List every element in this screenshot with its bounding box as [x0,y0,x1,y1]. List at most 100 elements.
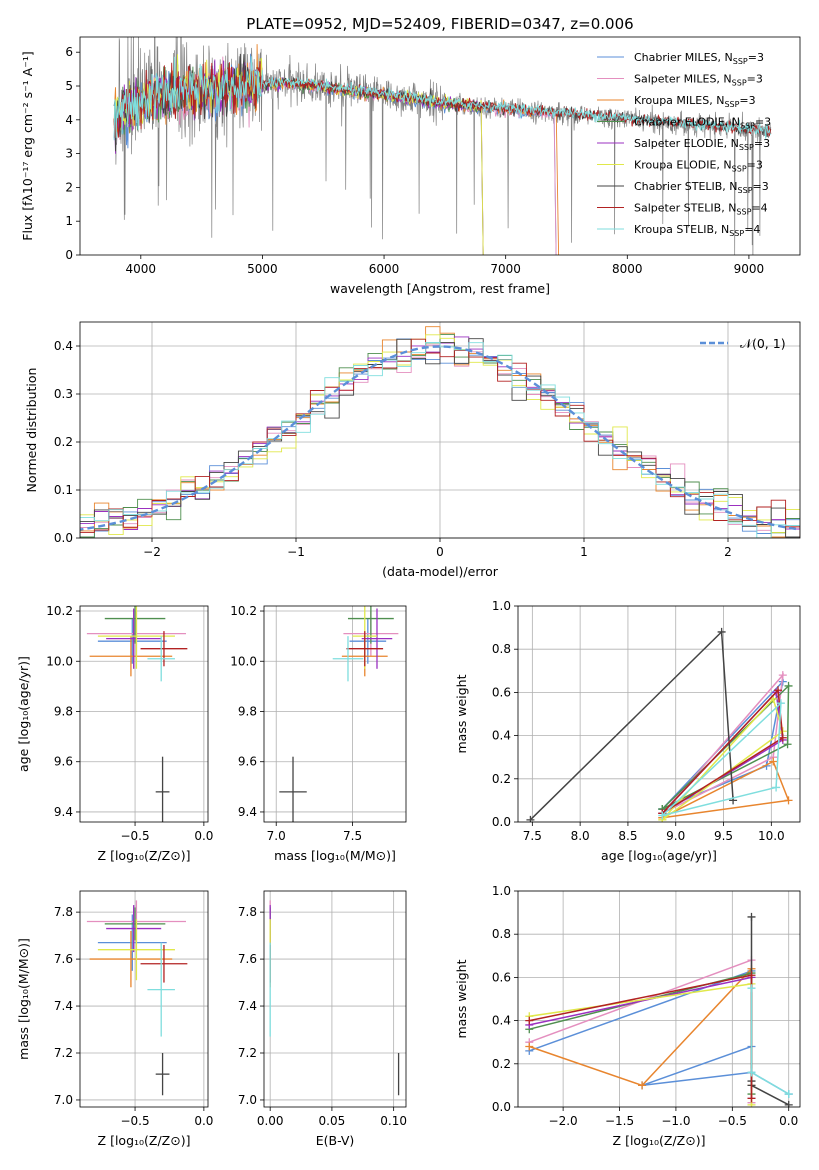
y-tick-label: 7.2 [54,1046,73,1060]
y-tick-label: 0.2 [492,772,511,786]
plus-marker [784,1090,793,1099]
y-tick-label: 0.2 [492,1057,511,1071]
legend-label: Salpeter MILES, NSSP=3 [634,73,763,88]
x-tick-label: 0.10 [380,1114,407,1128]
legend-label-tail: =3 [739,94,755,107]
gridlines [264,606,406,822]
legend-label-tail: =3 [755,116,771,129]
y-tick-label: 4 [65,113,73,127]
x-axis-label: (data-model)/error [382,564,499,579]
y-tick-label: 7.6 [54,952,73,966]
x-axis-label: wavelength [Angstrom, rest frame] [330,281,550,296]
plus-marker [747,971,756,980]
legend-label-sub: SSP [724,100,739,109]
y-tick-label: 10.0 [46,654,73,668]
y-tick-label: 9.4 [54,805,73,819]
x-axis-label: Z [log₁₀(Z/Z⊙)] [613,1133,706,1148]
legend-label-sub: SSP [739,143,754,152]
axes-frame [79,36,801,256]
histogram-step-6 [80,338,800,538]
x-tick-label: 0.0 [194,829,213,843]
y-tick-label: 9.6 [238,755,257,769]
weight-line-3 [661,684,790,810]
y-tick-label: 9.6 [54,755,73,769]
y-tick-label: 0.4 [492,1014,511,1028]
axes-frame [517,890,801,1108]
x-tick-label: −1.5 [605,1114,634,1128]
y-tick-label: 0.2 [54,435,73,449]
y-tick-label: 0.0 [54,531,73,545]
y-tick-label: 7.4 [54,999,73,1013]
y-tick-label: 1.0 [492,884,511,898]
plus-marker [774,686,783,695]
axes-frame [263,890,407,1108]
axes-mass-vs-z: −0.5 0.0 7.0 7.2 7.4 7.6 7.8 Z [log₁₀(Z/Z⊙)] mas… [16,890,213,1148]
y-tick-label: 0.6 [492,970,511,984]
x-tick-label: 10.0 [758,829,785,843]
plus-marker [769,757,778,766]
legend-label-sub: SSP [733,57,748,66]
x-tick-label: −0.5 [120,1114,149,1128]
y-tick-label: 9.8 [54,704,73,718]
plus-marker [717,627,726,636]
y-tick-label: 10.2 [46,604,73,618]
plus-marker [784,681,793,690]
y-tick-label: 5 [65,79,73,93]
plus-marker [747,1068,756,1077]
histogram-step-8 [80,342,800,538]
y-tick-label: 0 [65,248,73,262]
x-tick-label: 9.5 [714,829,733,843]
normal-reference-curve [80,345,800,531]
plot-area [80,326,800,538]
weight-line-6 [750,916,790,1106]
axes-residuals: −2 −1 0 1 2 0.0 0.1 0.2 0.3 0.4 (data-model)/error… [24,321,801,579]
plus-marker [526,815,535,822]
x-tick-label: 5000 [247,262,278,276]
y-axis-label: Normed distribution [24,368,39,493]
legend-label-main: Kroupa STELIB, N [634,223,729,236]
x-tick-label: 7000 [490,262,521,276]
x-tick-label: 0.0 [779,1114,798,1128]
axes-spectrum: 4000 5000 6000 7000 8000 9000 0 1 2 3 4 5 6 wavelengt… [20,15,801,296]
x-axis-label: mass [log₁₀(M/M⊙)] [274,848,396,863]
x-axis-label: E(B-V) [316,1133,355,1148]
plot-area [86,606,188,822]
y-tick-label: 0.6 [492,685,511,699]
x-tick-label: 0 [436,545,444,559]
legend-label-main: Kroupa ELODIE, N [634,159,732,172]
x-tick-label: 0.0 [194,1114,213,1128]
x-tick-label: 2 [724,545,732,559]
x-tick-label: 0.00 [257,1114,284,1128]
y-tick-label: 7.6 [238,952,257,966]
y-tick-label: 7.0 [238,1093,257,1107]
weight-line-2 [661,760,790,819]
axes-frame [79,321,801,539]
axes-weight-vs-z: −2.0 −1.5 −1.0 −0.5 0.0 0.0 0.2 0.4 0.6 0.8 1.0 Z [… [454,884,801,1148]
y-tick-label: 0.8 [492,642,511,656]
plus-marker [638,1081,647,1090]
legend-label-tail: =4 [751,202,767,215]
legend-label-tail: =3 [747,159,763,172]
x-axis-label: age [log₁₀(age/yr)] [601,848,717,863]
y-tick-label: 9.4 [238,805,257,819]
x-tick-label: −2 [143,545,161,559]
plus-marker [776,699,785,708]
legend-label: 𝒩(0, 1) [740,336,786,351]
x-tick-label: −1.0 [661,1114,690,1128]
plot-area [86,900,188,1096]
x-tick-label: 0.05 [319,1114,346,1128]
plus-marker [658,811,667,820]
plus-marker [525,1042,534,1051]
weight-line-7 [529,974,753,1099]
axes-frame [79,605,209,823]
legend-label: Kroupa ELODIE, NSSP=3 [634,159,763,174]
y-axis-label: mass weight [454,674,469,753]
gridlines [264,891,406,1107]
plus-marker [525,1016,534,1025]
plus-marker [747,984,756,993]
plus-marker [772,783,781,792]
plot-area [525,912,793,1107]
y-tick-label: 0.8 [492,927,511,941]
model-line-8 [113,56,772,141]
